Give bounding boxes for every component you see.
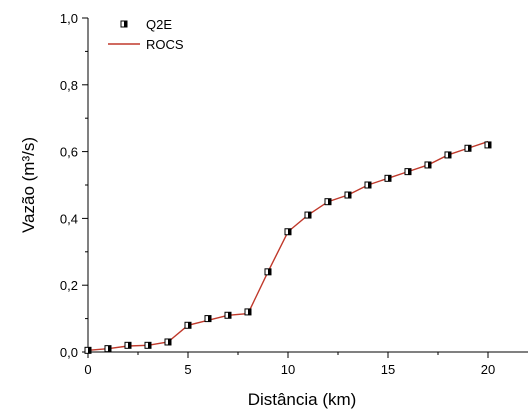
data-point-q2e [484,141,492,149]
marker-fill [168,338,171,345]
data-point-q2e [124,341,132,349]
legend-label: Q2E [146,17,172,32]
marker-fill [408,168,411,175]
data-point-q2e [464,144,472,152]
data-point-q2e [384,174,392,182]
marker-fill [124,21,127,27]
y-tick-label: 0,4 [60,211,78,226]
marker-fill [488,141,491,148]
marker-fill [448,151,451,158]
y-axis-label: Vazão (m³/s) [19,137,38,233]
data-point-q2e [304,211,312,219]
legend-label: ROCS [146,37,184,52]
x-tick-label: 10 [281,362,295,377]
x-tick-label: 5 [184,362,191,377]
data-point-q2e [184,321,192,329]
legend-marker-q2e [120,20,128,28]
data-point-q2e [244,308,252,316]
marker-fill [388,175,391,182]
y-tick-label: 0,6 [60,145,78,160]
data-point-q2e [444,151,452,159]
x-axis-label: Distância (km) [248,390,357,409]
x-tick-label: 15 [381,362,395,377]
marker-fill [128,342,131,349]
marker-fill [348,192,351,199]
data-point-q2e [104,345,112,353]
marker-fill [328,198,331,205]
marker-fill [288,228,291,235]
y-tick-label: 0,8 [60,78,78,93]
data-point-q2e [284,228,292,236]
data-point-q2e [364,181,372,189]
marker-fill [308,212,311,219]
y-tick-label: 1,0 [60,11,78,26]
marker-fill [428,161,431,168]
data-point-q2e [84,346,92,354]
marker-fill [88,347,91,354]
data-point-q2e [324,198,332,206]
marker-fill [248,308,251,315]
marker-fill [368,182,371,188]
series-line-rocs [87,140,489,352]
data-point-q2e [144,341,152,349]
y-tick-label: 0,0 [60,345,78,360]
legend: Q2E ROCS [108,17,184,52]
marker-fill [228,312,231,319]
marker-fill [468,145,471,152]
marker-fill [148,342,151,349]
data-point-q2e [264,268,272,276]
data-point-q2e [424,161,432,169]
marker-fill [268,268,271,275]
data-point-q2e [164,338,172,346]
marker-fill [188,322,191,329]
x-tick-label: 20 [481,362,495,377]
data-point-q2e [204,315,212,323]
marker-fill [108,345,111,352]
y-tick-label: 0,2 [60,278,78,293]
data-point-q2e [224,311,232,319]
data-point-q2e [344,191,352,199]
marker-fill [208,315,211,322]
data-point-q2e [404,168,412,176]
x-tick-label: 0 [84,362,91,377]
